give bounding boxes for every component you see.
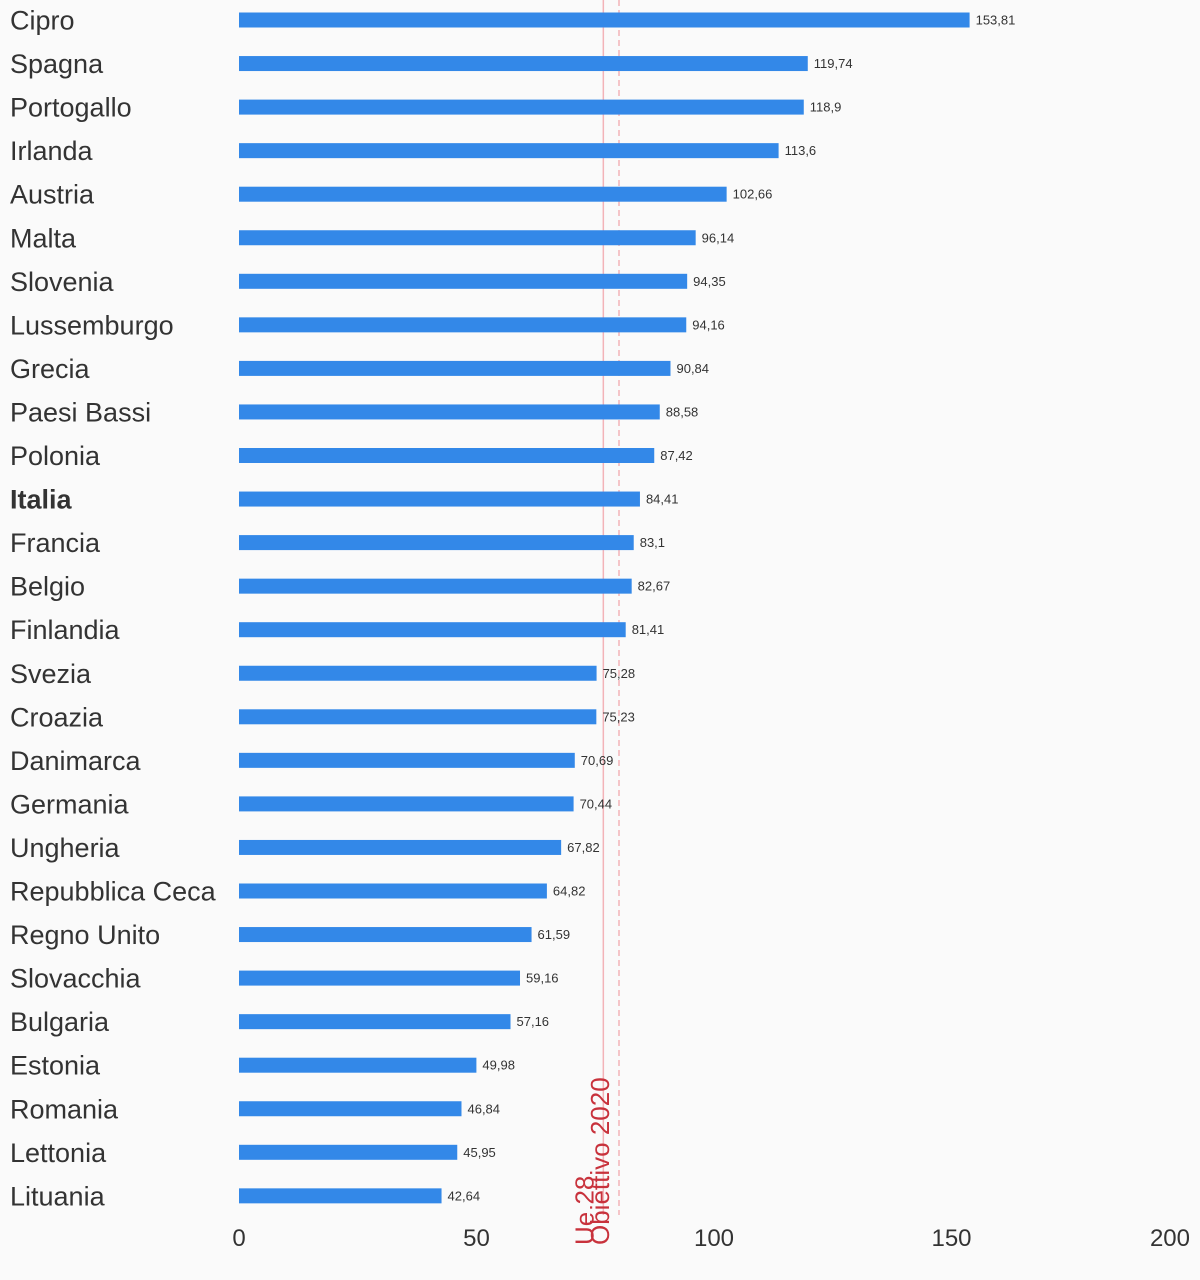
category-label: Estonia <box>10 1051 101 1081</box>
bar <box>239 230 696 246</box>
value-label: 88,58 <box>666 404 699 419</box>
value-label: 59,16 <box>526 971 559 986</box>
x-tick-label: 200 <box>1150 1225 1190 1252</box>
category-label: Austria <box>10 180 95 210</box>
bar <box>239 970 521 986</box>
category-label: Romania <box>10 1094 119 1124</box>
category-label: Irlanda <box>10 136 94 166</box>
value-label: 61,59 <box>538 927 571 942</box>
bar <box>239 535 634 551</box>
category-labels: Cipro Spagna Portogallo Irlanda Austria Malta… <box>10 6 217 1212</box>
bar <box>239 752 575 768</box>
category-label: Germania <box>10 789 130 819</box>
category-label: Finlandia <box>10 615 121 645</box>
value-label: 118,9 <box>810 100 842 115</box>
value-label: 75,23 <box>602 709 635 724</box>
bar <box>239 448 655 463</box>
category-label: Regno Unito <box>10 920 160 950</box>
value-label: 46,84 <box>467 1101 500 1116</box>
bar <box>239 622 626 638</box>
bar <box>239 1188 442 1204</box>
bar <box>239 665 597 681</box>
bar <box>239 839 562 855</box>
value-label: 67,82 <box>567 840 600 855</box>
value-label: 96,14 <box>702 230 735 245</box>
category-label: Portogallo <box>10 93 132 123</box>
value-label: 90,84 <box>676 361 709 376</box>
value-label: 87,42 <box>660 448 693 463</box>
bar <box>239 491 640 507</box>
bar <box>239 709 597 725</box>
category-label: Grecia <box>10 354 91 384</box>
value-label: 83,1 <box>640 535 665 550</box>
category-label: Cipro <box>10 6 75 36</box>
reference-lines <box>602 0 620 1215</box>
reference-line-label: Obiettivo 2020 <box>585 1077 615 1245</box>
value-label: 113,6 <box>785 143 817 158</box>
bar <box>239 360 671 376</box>
bar <box>239 186 727 202</box>
value-label: 70,44 <box>580 796 613 811</box>
bar <box>239 1057 477 1073</box>
value-label: 57,16 <box>517 1014 550 1029</box>
bars <box>239 12 970 1204</box>
category-label: Spagna <box>10 49 104 79</box>
bar <box>239 1014 511 1030</box>
reference-line-label: Ue 28 <box>569 1176 599 1245</box>
category-label: Lituania <box>10 1181 106 1211</box>
value-label: 81,41 <box>632 622 665 637</box>
bar <box>239 1101 462 1117</box>
bar <box>239 99 804 115</box>
value-label: 94,35 <box>693 274 726 289</box>
category-label: Lettonia <box>10 1138 107 1168</box>
value-label: 49,98 <box>482 1058 515 1073</box>
bar <box>239 273 688 289</box>
bar <box>239 317 687 333</box>
value-label: 45,95 <box>463 1145 496 1160</box>
category-label: Slovenia <box>10 267 115 297</box>
bar <box>239 1144 458 1160</box>
x-axis-ticks: 0 50 100 150 200 <box>232 1225 1190 1252</box>
value-label: 119,74 <box>814 56 853 71</box>
bar <box>239 927 532 943</box>
category-label: Malta <box>10 223 77 253</box>
category-label: Paesi Bassi <box>10 397 151 427</box>
value-label: 82,67 <box>638 579 671 594</box>
category-label: Francia <box>10 528 101 558</box>
category-label: Polonia <box>10 441 101 471</box>
bar <box>239 883 547 899</box>
category-label: Lussemburgo <box>10 310 174 340</box>
category-label: Danimarca <box>10 746 142 776</box>
value-label: 94,16 <box>692 317 725 332</box>
x-tick-label: 0 <box>232 1225 245 1252</box>
value-label: 84,41 <box>646 492 679 507</box>
bar <box>239 578 632 594</box>
value-label: 64,82 <box>553 884 586 899</box>
category-label: Italia <box>10 485 73 515</box>
category-label: Ungheria <box>10 833 121 863</box>
x-tick-label: 100 <box>694 1225 734 1252</box>
x-tick-label: 50 <box>463 1225 490 1252</box>
category-label: Belgio <box>10 572 85 602</box>
bar <box>239 404 660 420</box>
bar <box>239 12 970 28</box>
category-label: Bulgaria <box>10 1007 110 1037</box>
category-label: Repubblica Ceca <box>10 877 217 907</box>
value-label: 70,69 <box>581 753 614 768</box>
category-label: Svezia <box>10 659 92 689</box>
category-label: Croazia <box>10 702 104 732</box>
bar <box>239 56 808 72</box>
category-label: Slovacchia <box>10 964 142 994</box>
x-tick-label: 150 <box>931 1225 971 1252</box>
value-label: 42,64 <box>448 1188 481 1203</box>
value-label: 102,66 <box>733 187 773 202</box>
value-label: 75,28 <box>603 666 636 681</box>
value-label: 153,81 <box>976 13 1016 28</box>
bar <box>239 796 574 812</box>
value-labels: 153,81 119,74 118,9 113,6 102,66 96,14 94,35 94… <box>448 13 1016 1204</box>
bar <box>239 143 779 159</box>
